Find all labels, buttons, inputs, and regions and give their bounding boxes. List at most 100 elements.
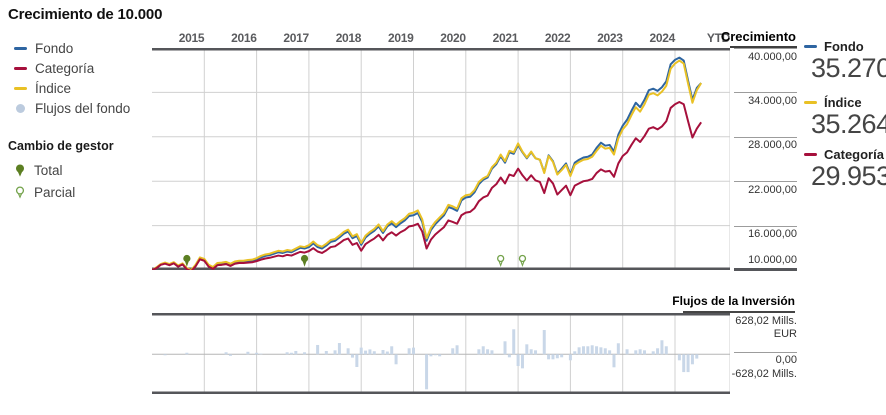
flow-bar — [394, 354, 398, 365]
growth-y-tick-label: 22.000,00 — [748, 183, 797, 196]
flow-bar — [634, 350, 638, 355]
flow-bar — [337, 343, 341, 355]
flow-bar — [324, 350, 328, 355]
flow-bar — [228, 354, 232, 356]
flow-bar — [451, 348, 455, 355]
flow-bar — [429, 354, 433, 357]
flow-bar — [346, 348, 350, 355]
flow-bar — [651, 351, 655, 355]
flow-bar — [529, 349, 533, 355]
manager-change-item-total: Total — [14, 162, 63, 178]
summary-series-name: Fondo — [824, 38, 864, 54]
flow-bar — [682, 354, 686, 373]
x-axis-label-ytd: YTD — [706, 31, 730, 45]
legend-item-label: Índice — [35, 80, 72, 96]
manager-change-marker-parcial[interactable] — [497, 254, 505, 267]
flow-bar — [163, 354, 167, 356]
flows-y-tick-label: -628,02 Mills. — [731, 367, 797, 380]
legend-item-flujos-del-fondo[interactable]: Flujos del fondo — [14, 100, 130, 116]
manager-change-item-label: Parcial — [34, 184, 76, 200]
flow-bar — [289, 352, 293, 355]
flow-bar — [390, 346, 394, 355]
flow-bar — [381, 350, 385, 355]
flow-bar — [616, 343, 620, 355]
flow-bar — [677, 354, 681, 361]
flows-y-tick-label: 628,02 Mills. — [735, 315, 797, 327]
flow-bar — [364, 350, 368, 355]
flow-bar — [577, 347, 581, 355]
flow-bar — [224, 352, 228, 355]
summary-series-value: 35.264 — [811, 109, 886, 139]
flow-bar — [285, 352, 289, 355]
flow-bar — [455, 345, 459, 355]
x-axis-label-2024: 2024 — [649, 31, 676, 45]
flow-bar — [555, 354, 559, 359]
x-axis-label-2023: 2023 — [597, 31, 623, 45]
flows-panel-header: Flujos de la Inversión — [672, 294, 795, 308]
growth-y-tick-line — [734, 92, 797, 94]
growth-y-tick-label: 10.000,00 — [748, 254, 797, 266]
series-dash-icon — [14, 66, 27, 70]
flow-bar — [595, 346, 599, 355]
flow-bar — [625, 349, 629, 355]
flow-bar — [520, 354, 524, 369]
manager-change-item-label: Total — [34, 162, 63, 178]
flow-bar — [259, 353, 263, 355]
summary-label-fondo: Fondo — [804, 38, 864, 54]
flows-bar-chart[interactable] — [152, 313, 730, 394]
x-axis-label-2019: 2019 — [388, 31, 414, 45]
flow-bar — [690, 354, 694, 365]
flow-bar — [185, 352, 189, 355]
flow-bar — [660, 340, 664, 355]
flow-bar — [355, 354, 359, 367]
legend-item-fondo[interactable]: Fondo — [14, 40, 73, 56]
summary-label-ndice: Índice — [804, 95, 862, 110]
flow-bar — [638, 349, 642, 355]
growth-y-tick-line — [734, 225, 797, 227]
summary-series-value: 29.953 — [811, 161, 886, 191]
flow-bar — [612, 354, 616, 368]
growth-axis-header: Crecimiento — [720, 29, 796, 44]
flow-bar — [255, 352, 259, 355]
flow-bar — [603, 348, 607, 355]
x-axis-label-2015: 2015 — [178, 31, 205, 45]
flow-bar — [512, 329, 516, 355]
flow-bar — [590, 345, 594, 355]
flow-bar — [481, 346, 485, 355]
manager-change-marker-parcial[interactable] — [518, 254, 527, 267]
flow-bar — [503, 341, 507, 355]
flow-bar — [294, 350, 298, 355]
manager-change-item-parcial: Parcial — [14, 184, 75, 200]
flow-bar — [525, 344, 529, 355]
x-axis-label-2022: 2022 — [544, 31, 571, 45]
flows-zero-tick-line — [734, 352, 797, 353]
series-dash-icon — [804, 44, 817, 48]
flows-y-tick-label: EUR — [773, 328, 797, 340]
growth-line-chart[interactable] — [152, 48, 730, 270]
series-line-ndice — [152, 59, 703, 270]
flow-bar — [507, 354, 511, 358]
flow-bar — [642, 350, 646, 355]
manager-change-marker-total[interactable] — [183, 254, 191, 267]
legend-item-label: Fondo — [35, 40, 74, 56]
growth-y-tick-line — [734, 136, 797, 138]
summary-series-name: Categoría — [824, 146, 884, 162]
manager-change-partial-pin-icon — [15, 185, 25, 199]
manager-change-marker-total[interactable] — [300, 254, 309, 267]
flow-bar — [516, 354, 520, 367]
manager-change-total-pin-icon — [16, 164, 24, 177]
flows-panel-header-underline — [683, 310, 795, 313]
flow-bar — [581, 346, 585, 355]
flow-bar — [599, 347, 603, 355]
legend-item-categor-a[interactable]: Categoría — [14, 60, 94, 76]
flow-bar — [686, 354, 690, 373]
manager-change-legend-title: Cambio de gestor — [8, 139, 114, 153]
flow-bar — [547, 354, 551, 360]
growth-y-tick-label: 28.000,00 — [748, 139, 797, 152]
series-dash-icon — [14, 86, 27, 90]
growth-y-tick-line — [734, 48, 797, 49]
x-axis-label-2020: 2020 — [440, 31, 466, 45]
legend-item--ndice[interactable]: Índice — [14, 80, 71, 96]
summary-label-categora: Categoría — [804, 146, 884, 162]
